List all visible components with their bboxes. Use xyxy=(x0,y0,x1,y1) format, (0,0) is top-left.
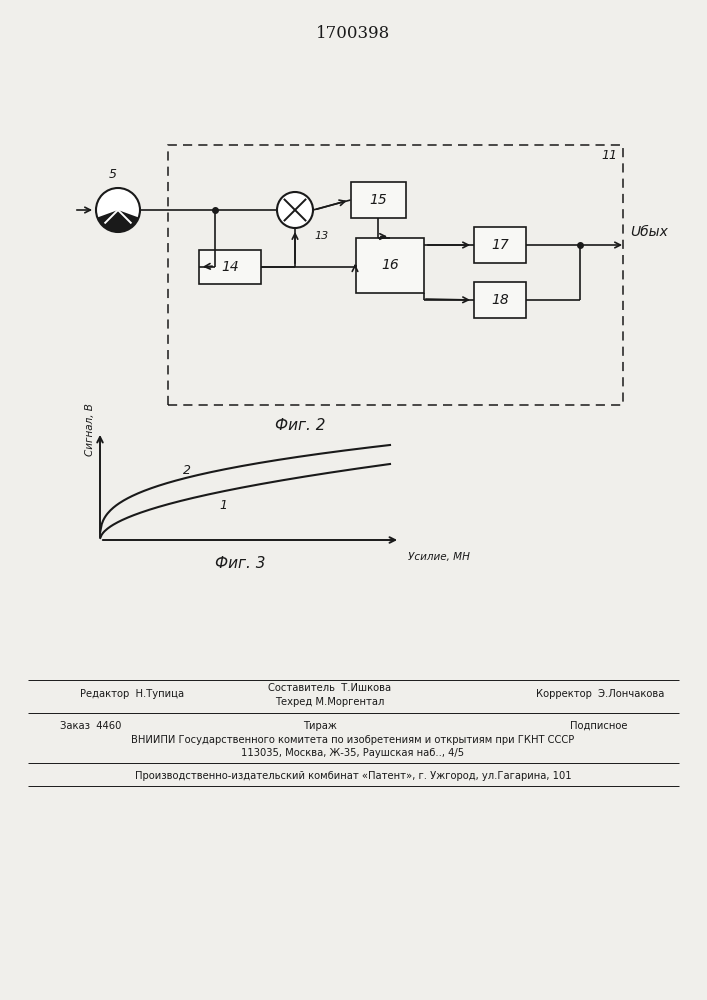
Text: Фиг. 3: Фиг. 3 xyxy=(215,556,265,571)
Text: 11: 11 xyxy=(601,149,617,162)
Text: 14: 14 xyxy=(221,260,239,274)
Text: Заказ  4460: Заказ 4460 xyxy=(60,721,122,731)
Text: 1: 1 xyxy=(220,499,228,512)
Text: 13: 13 xyxy=(314,231,328,241)
Bar xyxy=(356,237,424,292)
Circle shape xyxy=(277,192,313,228)
Text: Тираж: Тираж xyxy=(303,721,337,731)
Text: Подписное: Подписное xyxy=(570,721,628,731)
Wedge shape xyxy=(98,210,139,232)
Text: 16: 16 xyxy=(381,258,399,272)
Text: Составитель  Т.Ишкова: Составитель Т.Ишкова xyxy=(269,683,392,693)
Bar xyxy=(474,227,526,263)
Bar xyxy=(474,282,526,318)
Text: Техред М.Моргентал: Техред М.Моргентал xyxy=(275,697,385,707)
Text: 2: 2 xyxy=(183,464,192,477)
Text: Uбых: Uбых xyxy=(630,225,668,239)
Text: Производственно-издательский комбинат «Патент», г. Ужгород, ул.Гагарина, 101: Производственно-издательский комбинат «П… xyxy=(135,771,571,781)
Text: 113035, Москва, Ж-35, Раушская наб.., 4/5: 113035, Москва, Ж-35, Раушская наб.., 4/… xyxy=(241,748,464,758)
Text: Редактор  Н.Тупица: Редактор Н.Тупица xyxy=(80,689,184,699)
Circle shape xyxy=(96,188,140,232)
Text: Корректор  Э.Лончакова: Корректор Э.Лончакова xyxy=(536,689,664,699)
Text: 15: 15 xyxy=(369,193,387,207)
Text: 1700398: 1700398 xyxy=(316,25,390,42)
Text: 17: 17 xyxy=(491,238,509,252)
Text: ВНИИПИ Государственного комитета по изобретениям и открытиям при ГКНТ СССР: ВНИИПИ Государственного комитета по изоб… xyxy=(132,735,575,745)
Bar xyxy=(351,182,406,218)
Text: 18: 18 xyxy=(491,293,509,307)
Bar xyxy=(168,145,623,405)
Bar xyxy=(199,250,261,284)
Text: Фиг. 2: Фиг. 2 xyxy=(275,418,325,433)
Text: Сигнал, В: Сигнал, В xyxy=(85,404,95,456)
Text: 5: 5 xyxy=(109,168,117,181)
Text: Усилие, МН: Усилие, МН xyxy=(408,552,470,562)
